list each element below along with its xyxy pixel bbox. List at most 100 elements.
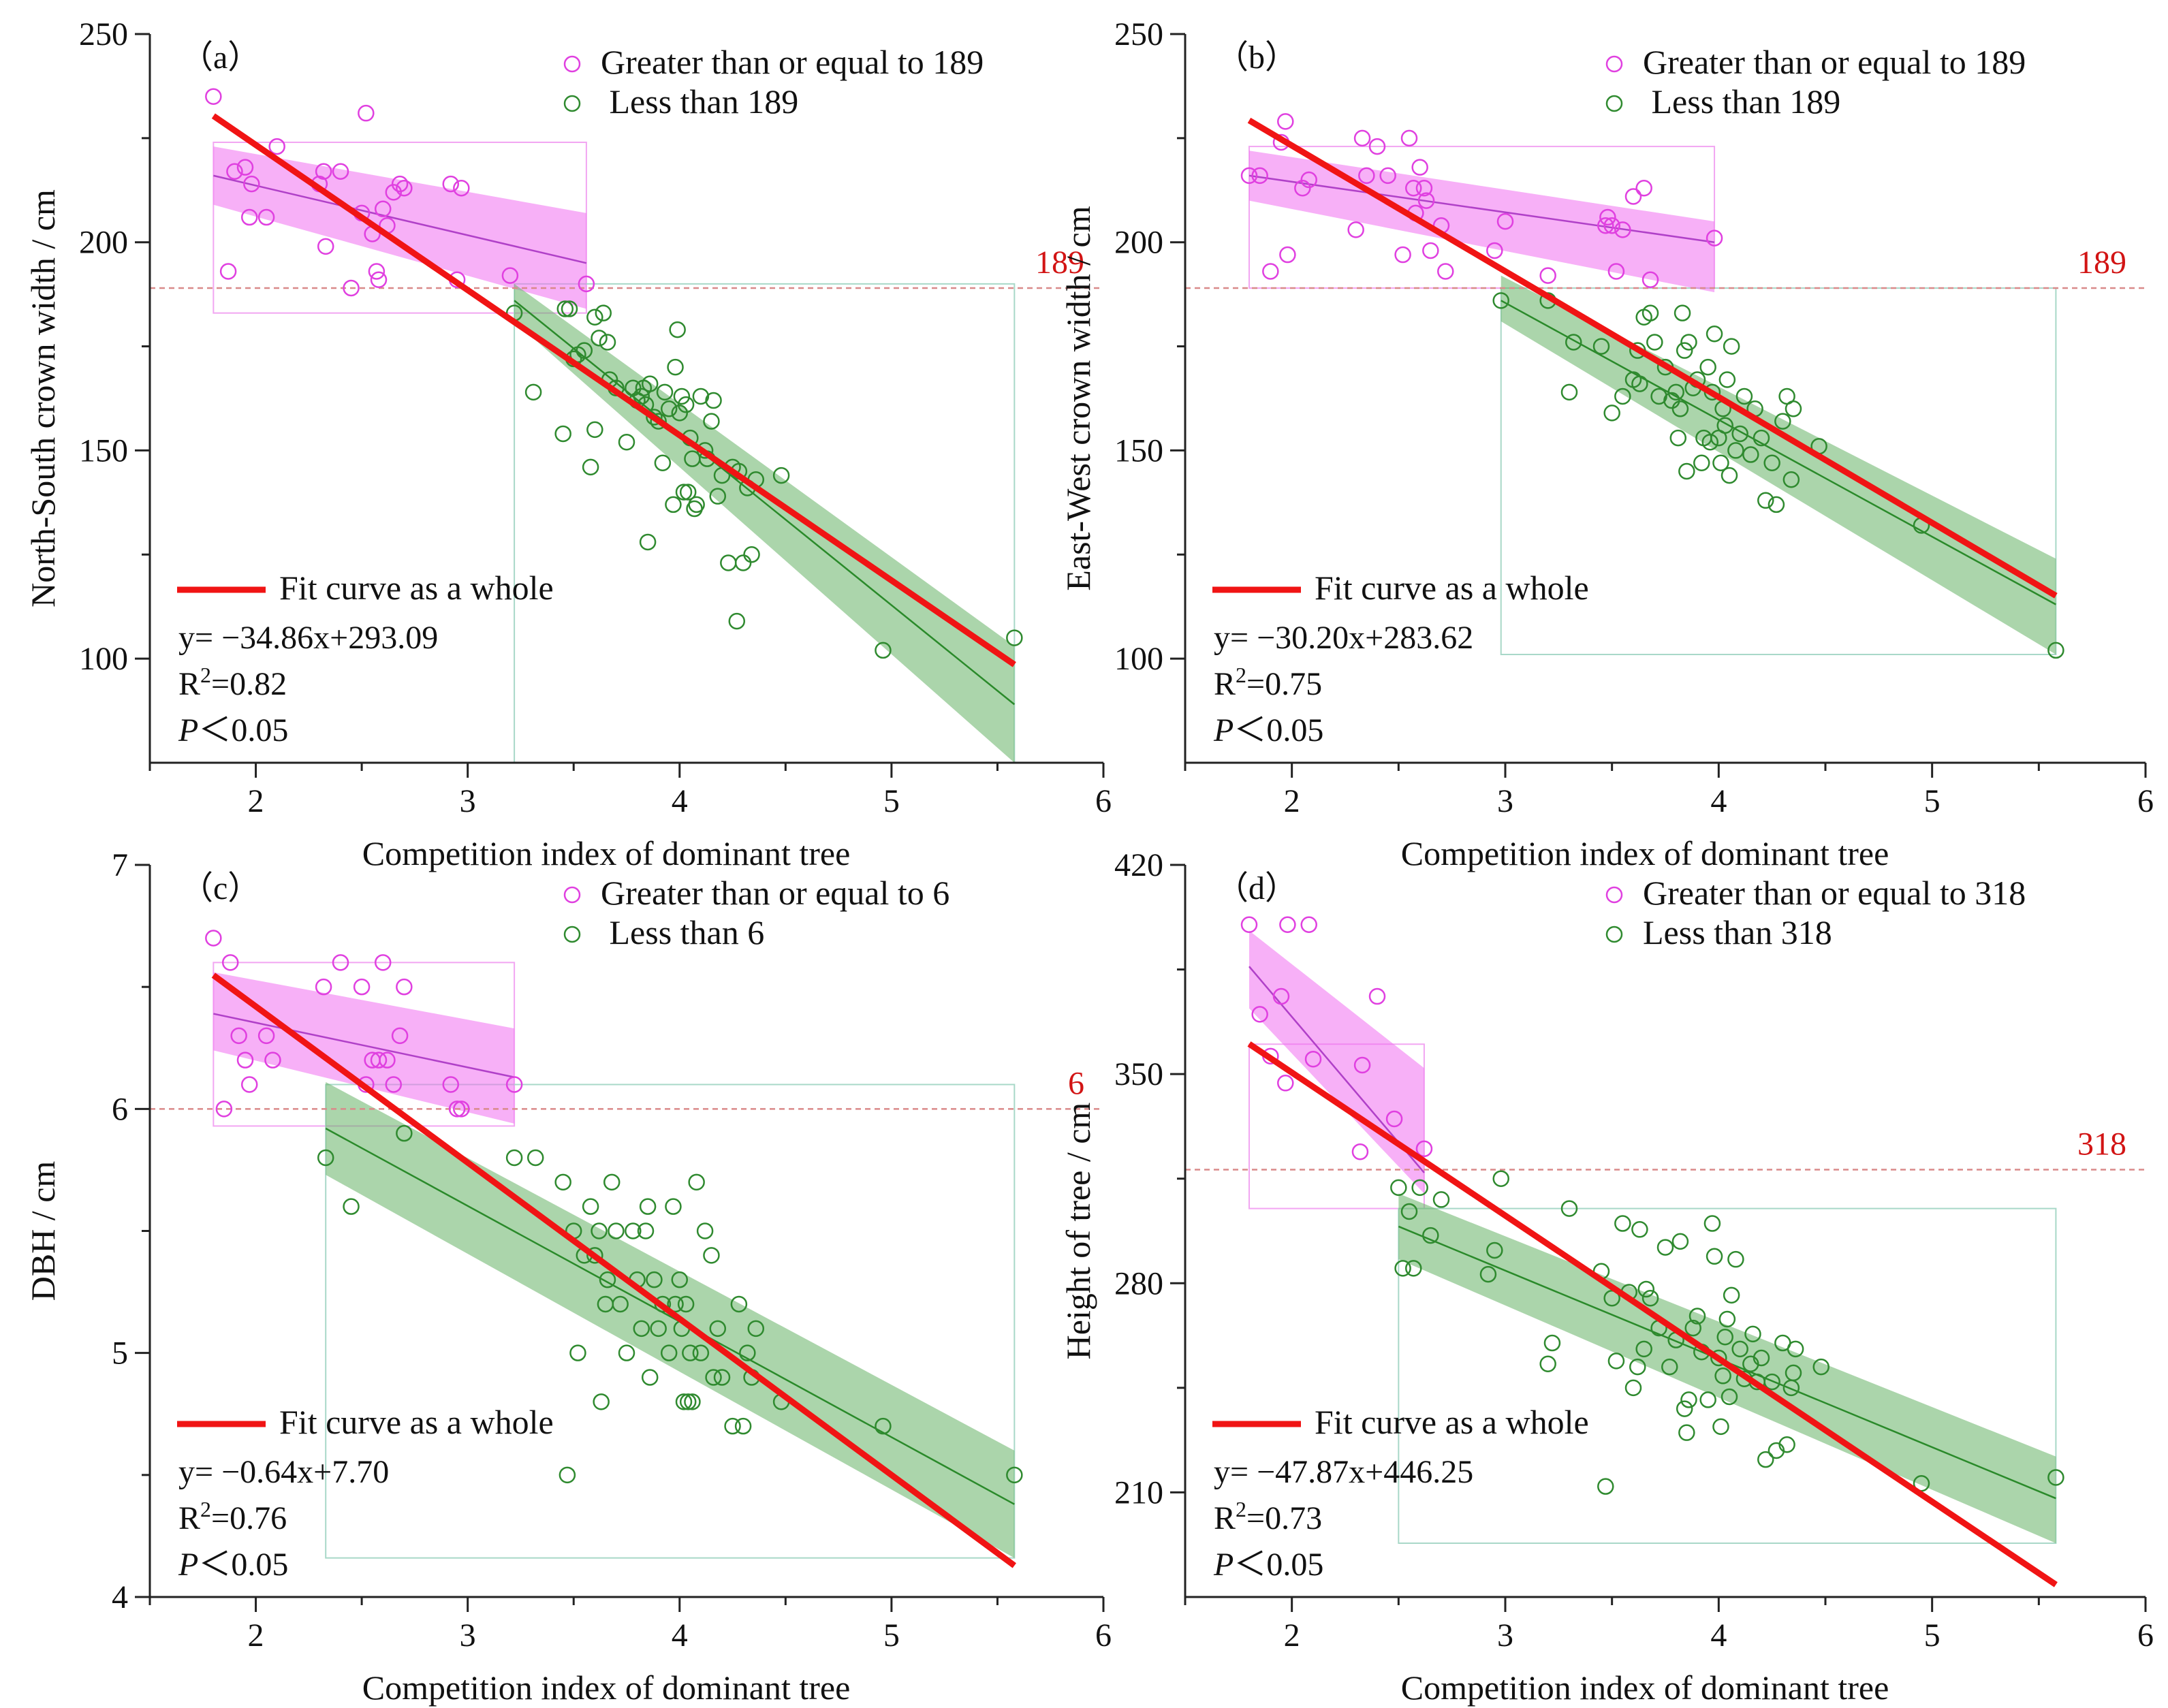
high-group-point: [396, 179, 413, 197]
low-group-point: [679, 1393, 697, 1410]
high-group-point: [1277, 1075, 1294, 1092]
panel-label: （a）: [180, 39, 260, 76]
panel-label: （d）: [1216, 870, 1298, 906]
high-group-point: [236, 1051, 254, 1069]
high-group-point: [448, 1101, 466, 1118]
high-group-point: [215, 1101, 233, 1118]
low-group-point: [608, 1222, 625, 1239]
p-value: P＜0.05: [1213, 712, 1323, 748]
x-tick-label: 2: [248, 783, 264, 819]
low-group-point: [1674, 304, 1691, 321]
high-group-point: [264, 1051, 281, 1069]
low-group-point: [593, 1393, 610, 1410]
low-group-point: [1663, 392, 1680, 409]
panel-label: （b）: [1216, 39, 1298, 76]
low-group-point: [1631, 1221, 1648, 1238]
low-group-point: [1676, 1400, 1693, 1417]
low-group-point: [665, 496, 682, 513]
low-group-point: [705, 392, 722, 409]
low-group-point: [665, 1198, 682, 1215]
low-group-point: [1763, 1373, 1780, 1391]
low-group-point: [688, 496, 705, 513]
p-value: P＜0.05: [178, 712, 288, 748]
low-group-point: [1678, 462, 1695, 480]
low-group-point: [618, 1344, 635, 1361]
low-group-point: [703, 413, 720, 430]
x-tick-label: 5: [883, 1617, 900, 1654]
high-group-point: [1405, 179, 1422, 197]
low-group-point: [586, 1247, 603, 1264]
low-group-point: [1635, 1340, 1652, 1358]
high-group-point: [205, 930, 222, 947]
legend-overall-label: Fit curve as a whole: [1315, 1403, 1589, 1441]
high-group-point: [257, 1027, 275, 1045]
legend-low-marker: [563, 95, 581, 112]
low-group-point: [595, 304, 612, 321]
x-axis-title: Competition index of dominant tree: [362, 1669, 851, 1707]
low-group-point: [317, 1149, 334, 1167]
low-group-point: [586, 421, 603, 439]
low-group-point: [1641, 1289, 1659, 1307]
low-group-point: [1763, 454, 1780, 472]
low-group-point: [603, 1173, 620, 1191]
low-group-point: [1712, 454, 1729, 472]
high-group-point: [1294, 179, 1311, 197]
threshold-label: 318: [2077, 1126, 2126, 1163]
overall-fit-line: [1247, 117, 2058, 599]
low-group-point: [396, 1124, 413, 1142]
low-group-point: [1661, 1358, 1678, 1376]
y-tick-label: 210: [1114, 1474, 1163, 1511]
high-group-point: [240, 208, 258, 226]
high-group-point: [1607, 263, 1625, 280]
low-group-point: [705, 1369, 722, 1386]
low-group-point: [654, 454, 672, 472]
high-group-point: [226, 163, 243, 180]
p-value: P＜0.05: [178, 1547, 288, 1583]
low-group-point: [1678, 1424, 1695, 1441]
low-group-point: [1641, 304, 1659, 321]
panel-label: （c）: [180, 870, 260, 906]
high-group-point: [1437, 263, 1454, 280]
low-group-point: [599, 1271, 616, 1288]
low-group-point: [646, 1271, 663, 1288]
low-group-point: [1731, 1340, 1748, 1358]
x-tick-label: 4: [672, 1617, 688, 1654]
high-group-point: [1706, 230, 1723, 247]
low-group-point: [669, 321, 686, 338]
low-group-point: [667, 1295, 684, 1313]
low-group-point: [875, 1417, 892, 1435]
low-group-point: [1727, 442, 1744, 459]
low-group-point: [1757, 492, 1774, 509]
low-group-point: [660, 1344, 678, 1361]
low-group-point: [1411, 1179, 1428, 1197]
legend-high-marker: [1605, 886, 1623, 904]
low-group-point: [559, 1466, 576, 1484]
low-group-box: [1398, 1207, 2057, 1545]
low-group-point: [1646, 334, 1663, 351]
panel-c: 6 2 3 4 5 6 4 5 6 7 DBH / cm Competition index of d…: [24, 847, 1112, 1707]
low-group-point: [1631, 375, 1648, 392]
low-group-point: [1492, 1170, 1509, 1187]
low-group-point: [599, 334, 616, 351]
high-group-fit-line: [1248, 174, 1715, 243]
low-group-point: [1744, 1325, 1761, 1343]
low-group-point: [1684, 1319, 1701, 1337]
high-group-point: [1368, 138, 1386, 155]
high-group-point: [396, 978, 413, 996]
high-group-point: [1358, 167, 1375, 185]
high-group-point: [385, 184, 403, 201]
high-group-point: [1262, 263, 1279, 280]
high-group-point: [240, 1076, 258, 1093]
x-axis-title: Competition index of dominant tree: [1401, 1669, 1889, 1707]
low-group-point: [524, 383, 542, 401]
low-group-point: [1785, 400, 1802, 417]
low-group-point: [650, 1320, 667, 1338]
high-group-point: [257, 208, 275, 226]
high-group-point: [1300, 916, 1317, 934]
high-group-point: [343, 279, 360, 297]
low-group-point: [646, 409, 663, 426]
y-axis-title: DBH / cm: [24, 1161, 62, 1301]
x-tick-label: 6: [2137, 783, 2154, 819]
r-squared: R2=0.73: [1214, 1497, 1322, 1536]
legend-high-marker: [563, 886, 581, 904]
